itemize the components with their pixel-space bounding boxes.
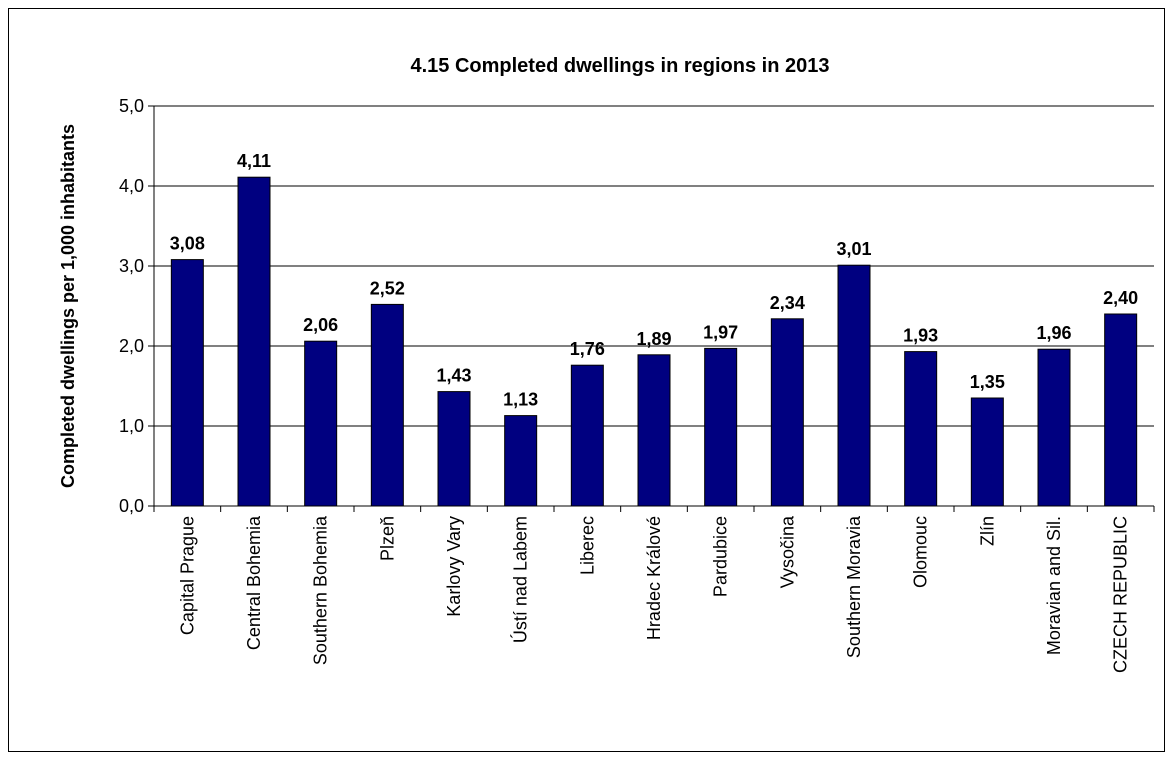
x-tick-label: Moravian and Sil. [1044, 516, 1064, 655]
bar [1037, 348, 1071, 507]
data-label: 2,52 [370, 278, 405, 298]
data-label: 3,01 [836, 239, 871, 259]
bars [170, 176, 1138, 507]
data-labels: 3,08 4,11 2,06 2,52 1,43 1,13 1,76 1,89 1,97 2,34… [170, 151, 1138, 409]
x-tick-label: Liberec [577, 516, 597, 575]
x-tick-label: Olomouc [911, 516, 931, 588]
bar [237, 176, 271, 507]
x-tick-label: Ústí nad Labem [510, 516, 531, 643]
data-label: 1,89 [636, 329, 671, 349]
y-tick-label: 3,0 [119, 256, 144, 276]
x-tick-label: Capital Prague [177, 516, 197, 635]
bar [570, 364, 604, 507]
x-tick-label: CZECH REPUBLIC [1111, 516, 1131, 673]
bar [904, 351, 938, 507]
y-axis-label: Completed dwellings per 1,000 inhabitant… [58, 124, 78, 488]
data-label: 1,97 [703, 322, 738, 342]
x-tick-label: Southern Moravia [844, 515, 864, 658]
axes: 0,0 1,0 2,0 3,0 4,0 5,0 Capital Prague Central … [119, 96, 1155, 673]
bar [304, 340, 338, 507]
bar [970, 397, 1004, 507]
y-tick-label: 4,0 [119, 176, 144, 196]
data-label: 1,13 [503, 390, 538, 410]
x-tick-label: Hradec Králové [644, 516, 664, 640]
x-tick-label: Southern Bohemia [311, 515, 331, 665]
x-tick-label: Plzeň [377, 516, 397, 561]
data-label: 1,96 [1036, 323, 1071, 343]
data-label: 4,11 [237, 151, 271, 171]
bar [1104, 313, 1138, 507]
x-tick-label: Karlovy Vary [444, 516, 464, 617]
bar [437, 391, 471, 507]
y-tick-label: 5,0 [119, 96, 144, 116]
data-label: 1,76 [570, 339, 605, 359]
x-tick-label: Central Bohemia [244, 515, 264, 650]
data-label: 1,35 [970, 372, 1005, 392]
data-label: 1,43 [436, 366, 471, 386]
bar [170, 259, 204, 507]
bar [637, 354, 671, 507]
bar [370, 303, 404, 507]
data-label: 2,40 [1103, 288, 1138, 308]
y-tick-label: 0,0 [119, 496, 144, 516]
y-tick-label: 2,0 [119, 336, 144, 356]
bar [837, 264, 871, 507]
bar [704, 347, 738, 507]
data-label: 2,34 [770, 293, 805, 313]
bar [504, 415, 538, 507]
data-label: 3,08 [170, 234, 205, 254]
x-tick-label: Vysočina [777, 515, 797, 588]
bar [770, 318, 804, 507]
data-label: 2,06 [303, 315, 338, 335]
x-tick-label: Pardubice [711, 516, 731, 597]
data-label: 1,93 [903, 326, 938, 346]
x-tick-label: Zlín [977, 516, 997, 546]
chart-title: 4.15 Completed dwellings in regions in 2… [410, 55, 829, 77]
y-tick-label: 1,0 [119, 416, 144, 436]
